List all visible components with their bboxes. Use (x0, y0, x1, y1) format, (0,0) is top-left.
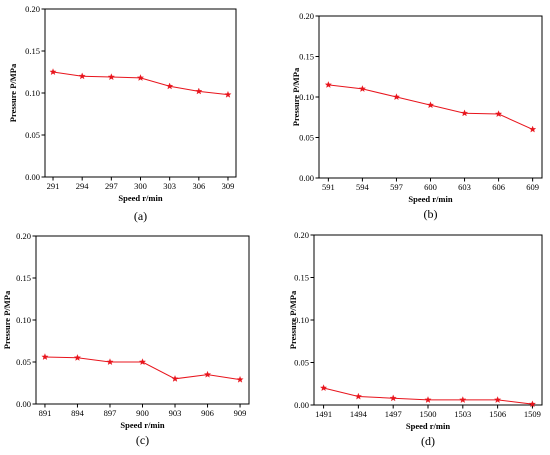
data-point-marker (494, 396, 502, 403)
data-point-marker (461, 109, 469, 117)
data-point-marker (358, 85, 366, 92)
plot-frame-1 (318, 15, 543, 179)
plot-frame-2 (35, 235, 250, 405)
x-tick-label: 297 (105, 181, 118, 191)
y-tick-label: 0.05 (294, 358, 309, 368)
y-tick-label: 0.05 (299, 133, 314, 143)
x-tick-label: 900 (136, 408, 149, 418)
y-axis-title: Pressure P/MPa (2, 290, 12, 349)
data-point-marker (78, 72, 86, 80)
x-tick-label: 609 (526, 182, 539, 192)
y-tick-label: 0.05 (16, 357, 31, 367)
x-axis-title: Speed r/min (406, 421, 450, 431)
data-point-marker (459, 396, 467, 403)
y-tick-label: 0.15 (25, 46, 40, 56)
data-point-marker (320, 384, 328, 392)
x-tick-label: 1497 (385, 409, 402, 419)
panel-label: (c) (136, 433, 149, 447)
data-point-marker (171, 375, 179, 382)
y-tick-label: 0.00 (294, 400, 309, 410)
data-point-marker (224, 90, 232, 98)
data-point-marker (166, 82, 174, 90)
x-tick-label: 606 (492, 182, 505, 192)
data-point-marker (528, 400, 536, 408)
data-point-marker (424, 396, 432, 403)
x-tick-label: 897 (104, 408, 117, 418)
x-tick-label: 891 (39, 408, 52, 418)
x-tick-label: 291 (47, 181, 60, 191)
series-line (323, 387, 533, 405)
x-tick-label: 903 (169, 408, 182, 418)
x-tick-label: 591 (322, 182, 335, 192)
data-point-marker (389, 394, 397, 402)
x-tick-label: 594 (356, 182, 370, 192)
y-tick-label: 0.20 (16, 231, 31, 241)
data-point-marker (495, 110, 503, 118)
data-point-marker (73, 354, 82, 361)
data-point-marker (392, 93, 400, 101)
x-tick-label: 1491 (315, 409, 332, 419)
x-tick-label: 1500 (420, 409, 437, 419)
data-point-marker (107, 73, 115, 81)
data-point-marker (106, 358, 114, 366)
x-axis-title: Speed r/min (118, 193, 162, 203)
y-tick-label: 0.10 (25, 88, 40, 98)
y-tick-label: 0.20 (299, 11, 314, 21)
x-axis-title: Speed r/min (408, 194, 452, 204)
plot-frame-0 (44, 8, 237, 178)
x-tick-label: 1494 (350, 409, 368, 419)
y-tick-label: 0.15 (16, 273, 31, 283)
panel-label: (b) (424, 207, 438, 221)
data-point-marker (195, 87, 203, 95)
y-tick-label: 0.15 (299, 52, 314, 62)
panel-label: (a) (134, 209, 147, 223)
data-point-marker (49, 68, 57, 76)
data-point-marker (203, 370, 212, 378)
y-axis-title: Pressure P/MPa (291, 67, 301, 126)
data-point-marker (236, 375, 244, 383)
y-tick-label: 0.15 (294, 273, 309, 283)
data-point-marker (41, 353, 49, 360)
x-tick-label: 294 (76, 181, 90, 191)
data-point-marker (354, 392, 362, 400)
y-tick-label: 0.10 (16, 315, 31, 325)
y-tick-label: 0.10 (299, 92, 314, 102)
x-tick-label: 1503 (454, 409, 471, 419)
y-tick-label: 0.00 (25, 172, 40, 182)
data-point-marker (136, 74, 145, 81)
y-tick-label: 0.00 (299, 173, 314, 183)
x-tick-label: 309 (222, 181, 235, 191)
x-tick-label: 300 (134, 181, 147, 191)
x-tick-label: 909 (234, 408, 247, 418)
x-tick-label: 600 (424, 182, 437, 192)
x-axis-title: Speed r/min (120, 420, 164, 430)
x-tick-label: 1506 (489, 409, 506, 419)
series-line (328, 84, 533, 130)
data-point-marker (426, 101, 435, 109)
x-tick-label: 894 (71, 408, 85, 418)
y-tick-label: 0.05 (25, 130, 40, 140)
y-axis-title: Pressure P/MPa (288, 290, 298, 349)
data-point-marker (529, 125, 537, 133)
y-axis-title: Pressure P/MPa (8, 63, 18, 122)
x-tick-label: 906 (201, 408, 214, 418)
data-point-marker (138, 358, 147, 366)
y-tick-label: 0.00 (16, 399, 31, 409)
x-tick-label: 597 (390, 182, 403, 192)
x-tick-label: 306 (192, 181, 205, 191)
x-tick-label: 303 (163, 181, 176, 191)
plot-frame-3 (313, 234, 543, 406)
panel-label: (d) (421, 434, 435, 448)
y-tick-label: 0.20 (294, 230, 309, 240)
data-point-marker (324, 81, 332, 88)
x-tick-label: 1509 (524, 409, 541, 419)
y-tick-label: 0.20 (25, 4, 40, 14)
y-tick-label: 0.10 (294, 315, 309, 325)
x-tick-label: 603 (458, 182, 471, 192)
